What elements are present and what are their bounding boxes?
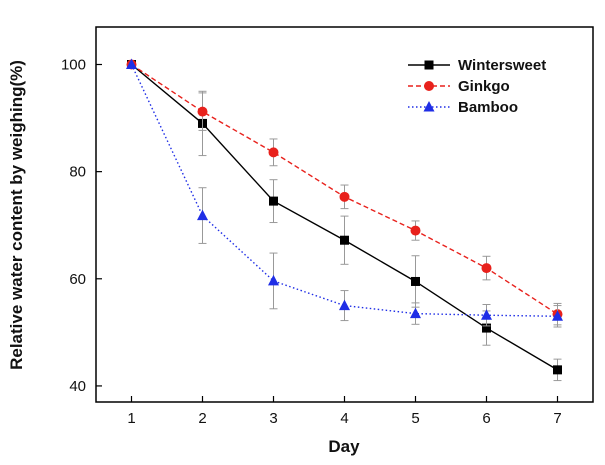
bamboo-point (197, 209, 208, 221)
wintersweet-point (482, 323, 491, 333)
ginkgo-point (268, 147, 279, 158)
x-tick-label: 6 (482, 410, 490, 427)
ginkgo-point (481, 263, 492, 274)
wintersweet-point (411, 276, 420, 286)
bamboo-point (268, 274, 279, 286)
bamboo-point (339, 299, 350, 311)
series-ginkgo (126, 59, 563, 326)
legend-item-ginkgo: Ginkgo (408, 78, 510, 95)
x-axis: 1 2 3 4 5 6 7 (127, 396, 562, 427)
bamboo-point (410, 307, 421, 319)
wintersweet-point (553, 365, 562, 375)
legend-swatch-marker (423, 101, 435, 112)
x-tick-label: 2 (198, 410, 206, 427)
legend-item-bamboo: Bamboo (408, 99, 518, 116)
series-layer (126, 58, 563, 382)
legend-swatch-marker (424, 60, 434, 70)
plot-frame (95, 26, 594, 403)
legend-swatch-marker (424, 81, 434, 91)
ginkgo-point (197, 106, 208, 117)
wintersweet-point (340, 235, 349, 245)
x-axis-title: Day (328, 437, 360, 456)
y-tick-label: 60 (69, 271, 86, 288)
x-tick-label: 4 (340, 410, 348, 427)
y-tick-label: 100 (61, 57, 86, 74)
legend-label: Wintersweet (458, 57, 546, 74)
legend: Wintersweet Ginkgo Bamboo (408, 57, 546, 116)
legend-item-wintersweet: Wintersweet (408, 57, 546, 74)
y-tick-label: 40 (69, 378, 86, 395)
bamboo-point (481, 309, 492, 320)
x-tick-label: 3 (269, 410, 277, 427)
series-bamboo (126, 58, 563, 328)
ginkgo-point (410, 225, 421, 236)
y-tick-label: 80 (69, 164, 86, 181)
legend-label: Bamboo (458, 99, 518, 116)
y-axis-title: Relative water content by weighing(%) (7, 60, 26, 370)
y-axis: 40 60 80 100 (61, 57, 102, 395)
ginkgo-point (339, 191, 350, 202)
x-tick-label: 5 (411, 410, 419, 427)
x-tick-label: 1 (127, 410, 135, 427)
x-tick-label: 7 (553, 410, 561, 427)
bamboo-point (552, 310, 563, 321)
wintersweet-point (269, 196, 278, 206)
legend-label: Ginkgo (458, 78, 510, 95)
bamboo-point (126, 58, 137, 69)
